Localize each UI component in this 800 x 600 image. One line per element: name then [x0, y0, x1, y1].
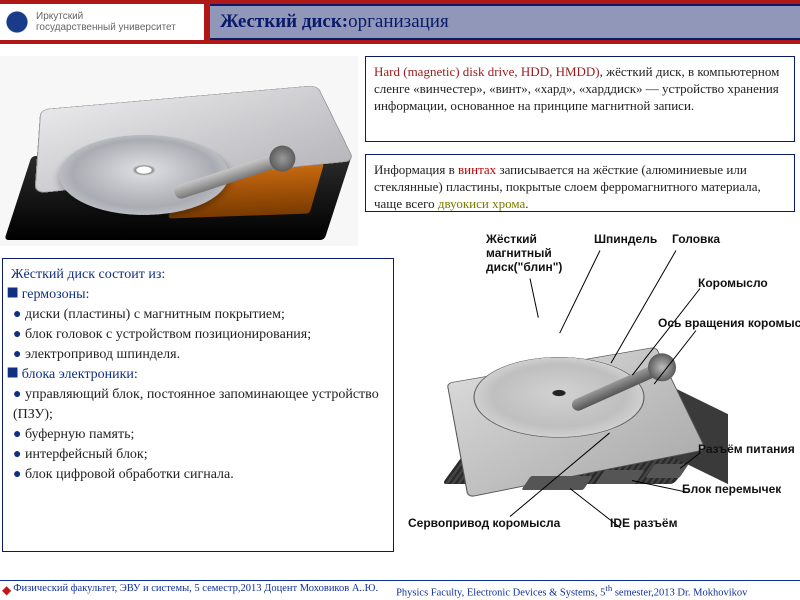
info-d: двуокиси хрома: [438, 196, 525, 211]
university-block: Иркутский государственный университет: [0, 4, 210, 40]
info-a: Информация в: [374, 162, 458, 177]
list-item: буферную память;: [13, 425, 385, 445]
red-separator: [0, 40, 800, 44]
footer: ◆ Физический факультет, ЭВУ и системы, 5…: [0, 580, 800, 599]
lbl-disk: Жёсткий магнитный диск("блин"): [486, 232, 562, 274]
university-name: Иркутский государственный университет: [36, 11, 176, 33]
germozone-list: диски (пластины) с магнитным покрытием; …: [13, 305, 385, 365]
university-logo-icon: [4, 9, 30, 35]
list-item: интерфейсный блок;: [13, 445, 385, 465]
hdd-diagram: Жёсткий магнитный диск("блин") Шпиндель …: [400, 232, 796, 552]
lbl-axis: Ось вращения коромысла: [658, 316, 800, 330]
footer-ru: Физический факультет, ЭВУ и системы, 5 с…: [13, 583, 378, 599]
components-heading: Жёсткий диск состоит из:: [11, 265, 385, 285]
list-item: блок цифровой обработки сигнала.: [13, 465, 385, 485]
lbl-power: Разъём питания: [698, 442, 795, 456]
lead-ide: [570, 488, 621, 528]
bullet-icon: ◆: [2, 583, 11, 599]
lead-spindle: [559, 250, 600, 333]
lead-disk: [530, 278, 539, 317]
section-electronics: ⯀ блока электроники:: [7, 365, 385, 385]
uni-line2: государственный университет: [36, 22, 176, 33]
definition-box: Hard (magnetic) disk drive, HDD, HMDD), …: [365, 56, 795, 142]
info-b: винтах: [458, 162, 496, 177]
dg-ide-conn: [521, 476, 592, 490]
uni-line1: Иркутский: [36, 11, 176, 22]
list-item: электропривод шпинделя.: [13, 345, 385, 365]
title-rest: организация: [348, 11, 449, 33]
list-item: диски (пластины) с магнитным покрытием;: [13, 305, 385, 325]
slide-title: Жесткий диск: организация: [210, 4, 800, 40]
components-box: Жёсткий диск состоит из: ⯀ гермозоны: ди…: [2, 258, 394, 552]
section-germozone: ⯀ гермозоны:: [7, 285, 385, 305]
lbl-jumpers: Блок перемычек: [682, 482, 781, 496]
title-bold: Жесткий диск:: [220, 11, 348, 33]
info-e: .: [525, 196, 528, 211]
def-lead: Hard (magnetic) disk drive, HDD, HMDD): [374, 64, 600, 79]
list-item: управляющий блок, постоянное запоминающе…: [13, 385, 385, 425]
lbl-rocker: Коромысло: [698, 276, 768, 290]
list-item: блок головок с устройством позиционирова…: [13, 325, 385, 345]
lbl-servo: Сервопривод коромысла: [408, 516, 560, 530]
footer-en: Physics Faculty, Electronic Devices & Sy…: [396, 583, 747, 599]
lbl-head: Головка: [672, 232, 720, 246]
info-box: Информация в винтах записывается на жёст…: [365, 154, 795, 212]
lead-head: [611, 250, 677, 363]
hdd-photo: [0, 56, 358, 246]
lbl-spindle: Шпиндель: [594, 232, 657, 246]
electronics-list: управляющий блок, постоянное запоминающе…: [13, 385, 385, 485]
